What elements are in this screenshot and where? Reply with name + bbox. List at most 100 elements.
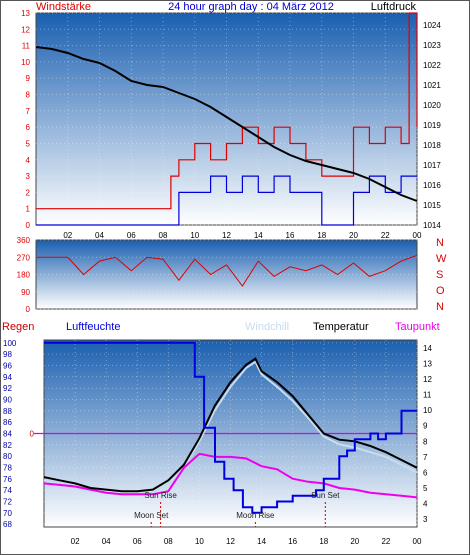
temperature-tick-label: 8: [423, 437, 428, 446]
dewpoint-series: [43, 452, 418, 499]
humidity-tick-label: 88: [3, 407, 12, 416]
compass-label: S: [436, 269, 443, 281]
left-axis-title: Windstärke: [36, 1, 91, 13]
x-tick-label: 00: [413, 231, 422, 240]
compass-label: N: [436, 237, 444, 249]
x-tick-label: 20: [350, 537, 359, 546]
right-tick-label: 1022: [423, 61, 441, 70]
right-tick-label: 1020: [423, 101, 441, 110]
humidity-series: [44, 341, 417, 514]
direction-tick-label: 180: [17, 271, 31, 280]
x-tick-label: 06: [133, 537, 142, 546]
left-tick-label: 3: [26, 172, 31, 181]
chart-title: 24 hour graph day : 04 März 2012: [168, 1, 334, 13]
right-tick-label: 1021: [423, 81, 441, 90]
humidity-tick-label: 76: [3, 475, 12, 484]
compass-label: W: [436, 253, 447, 265]
wind-direction-panel: [35, 239, 418, 310]
direction-tick-label: 90: [21, 288, 30, 297]
wind-pressure-series: [35, 12, 418, 226]
compass-label: O: [436, 285, 445, 297]
temperature-tick-label: 5: [423, 484, 428, 493]
direction-tick-label: 0: [26, 305, 31, 314]
legend-dewpoint: Taupunkt: [395, 321, 440, 333]
left-tick-label: 5: [26, 140, 31, 149]
humidity-tick-label: 72: [3, 498, 12, 507]
legend-windchill: Windchill: [245, 321, 289, 333]
humidity-temperature-axes: 6870727476788082848688909294969810034567…: [3, 339, 432, 546]
right-tick-label: 1024: [423, 21, 441, 30]
left-tick-label: 12: [21, 25, 30, 34]
humidity-tick-label: 78: [3, 464, 12, 473]
pressure-series: [35, 46, 418, 202]
wind-pressure-axes: 0 12 3 4 5 6 7 8 9 10 11 12 13 1014 1015 1016 1017 1018 10…: [21, 9, 441, 240]
event-label: Sun Set: [311, 491, 340, 500]
left-tick-label: 10: [21, 58, 30, 67]
humidity-tick-label: 100: [3, 339, 17, 348]
right-tick-label: 1015: [423, 201, 441, 210]
legend-rain: Regen: [2, 321, 34, 333]
right-tick-label: 1016: [423, 181, 441, 190]
x-tick-label: 08: [164, 537, 173, 546]
legend-temperature: Temperatur: [313, 321, 369, 333]
x-tick-label: 04: [95, 231, 104, 240]
direction-tick-label: 360: [17, 236, 31, 245]
x-tick-label: 12: [226, 537, 235, 546]
x-tick-label: 12: [222, 231, 231, 240]
gust-series: [36, 175, 417, 226]
x-tick-label: 16: [288, 537, 297, 546]
x-tick-label: 18: [319, 537, 328, 546]
humidity-tick-label: 74: [3, 486, 12, 495]
x-tick-label: 00: [413, 537, 422, 546]
temperature-tick-label: 9: [423, 422, 428, 431]
humidity-tick-label: 92: [3, 384, 12, 393]
temperature-tick-label: 10: [423, 406, 432, 415]
right-tick-label: 1019: [423, 121, 441, 130]
humidity-tick-label: 82: [3, 441, 12, 450]
x-tick-label: 14: [254, 231, 263, 240]
humidity-tick-label: 68: [3, 520, 12, 529]
humidity-tick-label: 96: [3, 362, 12, 371]
temperature-tick-label: 11: [423, 391, 432, 400]
x-tick-label: 16: [286, 231, 295, 240]
left-tick-label: 7: [26, 107, 31, 116]
winddir-series: [36, 254, 418, 287]
temperature-tick-label: 13: [423, 359, 432, 368]
left-tick-label: 4: [26, 156, 31, 165]
humidity-temperature-series: [34, 341, 418, 527]
left-tick-label: 8: [26, 91, 31, 100]
left-tick-label: 0: [26, 221, 31, 230]
temperature-tick-label: 7: [423, 453, 428, 462]
x-tick-label: 08: [159, 231, 168, 240]
temperature-tick-label: 12: [423, 375, 432, 384]
x-tick-label: 20: [349, 231, 358, 240]
direction-tick-label: 270: [17, 253, 31, 262]
temperature-tick-label: 4: [423, 500, 428, 509]
x-tick-label: 04: [102, 537, 111, 546]
wind-direction-series: [36, 254, 418, 287]
event-label: Sun Rise: [144, 491, 177, 500]
temperature-tick-label: 3: [423, 515, 428, 524]
right-tick-label: 1017: [423, 161, 441, 170]
event-label: Moon Rise: [236, 511, 275, 520]
rain-tick-label: 0: [30, 430, 35, 439]
right-tick-label: 1018: [423, 141, 441, 150]
x-tick-label: 18: [317, 231, 326, 240]
right-tick-label: 1014: [423, 221, 441, 230]
x-tick-label: 06: [127, 231, 136, 240]
left-tick-label: 2: [26, 188, 31, 197]
temperature-tick-label: 14: [423, 344, 432, 353]
x-tick-label: 14: [257, 537, 266, 546]
x-tick-label: 22: [381, 231, 390, 240]
left-tick-label: 6: [26, 123, 31, 132]
left-tick-label: 13: [21, 9, 30, 18]
left-tick-label: 11: [22, 42, 31, 51]
humidity-tick-label: 84: [3, 430, 12, 439]
humidity-tick-label: 90: [3, 396, 12, 405]
wind-series: [36, 12, 418, 210]
right-tick-label: 1023: [423, 41, 441, 50]
left-tick-label: 9: [26, 74, 31, 83]
humidity-tick-label: 70: [3, 509, 12, 518]
